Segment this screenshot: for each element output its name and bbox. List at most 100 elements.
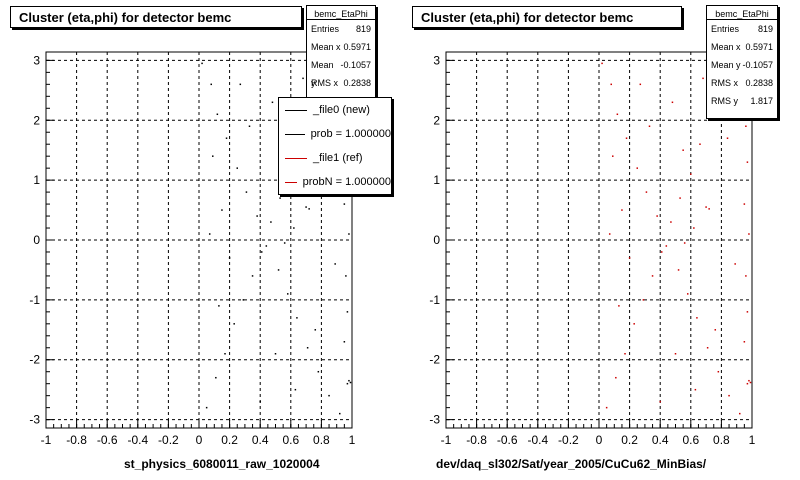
left-y-tick-label: 3 [33, 53, 40, 67]
left-data-point [228, 257, 231, 259]
left-x-tick-label: 0.2 [221, 433, 238, 447]
right-rms-x-label: RMS x [711, 78, 738, 88]
right-data-point [705, 206, 707, 208]
right-data-point [702, 77, 704, 80]
left-stats-name: bemc_EtaPhi [307, 6, 375, 20]
right-x-tick-label: 1 [749, 433, 756, 447]
right-data-point [708, 208, 710, 210]
left-data-point [317, 370, 320, 373]
left-x-tick-label: -0.6 [97, 433, 118, 447]
right-data-point [743, 203, 746, 205]
right-rms-x-value: 0.2838 [745, 78, 773, 88]
legend-line-red [285, 157, 307, 159]
right-y-tick-label: 2 [433, 113, 440, 127]
left-rms-x-label: RMS x [311, 78, 338, 88]
left-x-tick-label: 1 [349, 433, 356, 447]
left-mean-x-label: Mean x [311, 42, 341, 52]
right-x-tick-label: 0.8 [713, 433, 730, 447]
right-mean-x-value: 0.5971 [745, 42, 773, 52]
left-data-point [210, 83, 212, 86]
left-x-tick-label: -0.4 [127, 433, 148, 447]
left-stats-entries: Entries 819 [307, 20, 375, 38]
right-data-point [682, 149, 684, 151]
left-mean-y-label: Mean y [311, 60, 334, 88]
right-data-point [686, 293, 689, 295]
right-panel-title: Cluster (eta,phi) for detector bemc [412, 6, 682, 28]
right-data-point [621, 209, 623, 211]
left-data-point [265, 245, 268, 247]
left-entries-label: Entries [311, 24, 340, 34]
left-data-point [242, 299, 245, 301]
left-data-point [339, 412, 341, 415]
right-data-point [639, 83, 642, 86]
left-mean-y-value: -0.1057 [340, 60, 371, 70]
legend-label-file0: _file0 (new) [313, 104, 370, 116]
left-y-tick-label: -1 [29, 293, 40, 307]
left-stats-rms-x: RMS x 0.2838 [307, 74, 375, 92]
right-stats-entries: Entries 819 [707, 20, 777, 38]
right-data-point [618, 305, 620, 307]
right-x-tick-label: 0.6 [682, 433, 699, 447]
legend-line-black [285, 109, 307, 111]
right-entries-value: 819 [757, 24, 773, 34]
left-y-tick-label: -2 [29, 353, 40, 367]
right-x-tick-label: 0.4 [652, 433, 669, 447]
right-data-point [601, 62, 603, 65]
left-data-point [279, 197, 281, 199]
left-data-point [277, 269, 280, 271]
right-data-point [633, 323, 635, 325]
legend-line-black [285, 133, 305, 135]
right-data-point [659, 400, 661, 403]
right-data-point [610, 83, 612, 86]
legend-label-file1: _file1 (ref) [313, 152, 363, 164]
right-data-point [605, 406, 608, 409]
right-data-point [746, 311, 749, 313]
right-y-tick-label: -3 [429, 413, 440, 427]
left-stats-mean-y: Mean y -0.1057 [307, 56, 375, 88]
left-data-point [343, 341, 346, 343]
right-x-tick-label: -0.2 [558, 433, 579, 447]
right-stats-mean-x: Mean x 0.5971 [707, 38, 777, 56]
right-x-tick-label: 0.2 [621, 433, 638, 447]
right-data-point [665, 245, 668, 247]
left-data-point [349, 381, 352, 384]
right-data-point [745, 275, 747, 277]
left-data-point [302, 77, 304, 80]
right-data-point [656, 215, 658, 217]
right-data-point [728, 394, 730, 397]
left-x-tick-label: -0.2 [158, 433, 179, 447]
right-data-point [739, 412, 741, 415]
right-mean-y-value: -0.1057 [742, 60, 773, 70]
left-data-point [245, 191, 248, 193]
legend-line-red [285, 181, 297, 183]
left-data-point [256, 215, 258, 217]
right-entries-label: Entries [711, 24, 740, 34]
legend-entry-file0: _file0 (new) [279, 98, 391, 122]
legend-entry-file1: _file1 (ref) [279, 146, 391, 170]
left-entries-value: 819 [355, 24, 371, 34]
right-data-point [683, 242, 686, 244]
left-data-point [308, 208, 310, 210]
right-y-tick-label: -2 [429, 353, 440, 367]
right-data-point [616, 113, 619, 116]
right-y-tick-label: 3 [433, 53, 440, 67]
left-data-point [283, 242, 286, 244]
left-y-tick-label: 2 [33, 113, 40, 127]
right-data-point [699, 143, 701, 145]
left-data-point [305, 206, 307, 208]
right-y-tick-label: 1 [433, 173, 440, 187]
right-mean-y-label: Mean y [711, 60, 741, 70]
left-data-point [271, 101, 274, 104]
right-x-tick-label: 0 [596, 433, 603, 447]
legend-label-probn: probN = 1.000000 [302, 176, 391, 188]
left-data-point [296, 317, 298, 319]
right-data-point [651, 275, 654, 277]
left-data-point [251, 275, 254, 277]
left-data-point [345, 275, 347, 277]
right-data-point [746, 161, 749, 163]
right-data-point [679, 197, 681, 199]
left-data-point [218, 305, 220, 307]
right-data-point [615, 376, 617, 379]
right-stats-box: bemc_EtaPhi Entries 819 Mean x 0.5971 Me… [706, 5, 778, 119]
left-data-point [221, 209, 223, 211]
